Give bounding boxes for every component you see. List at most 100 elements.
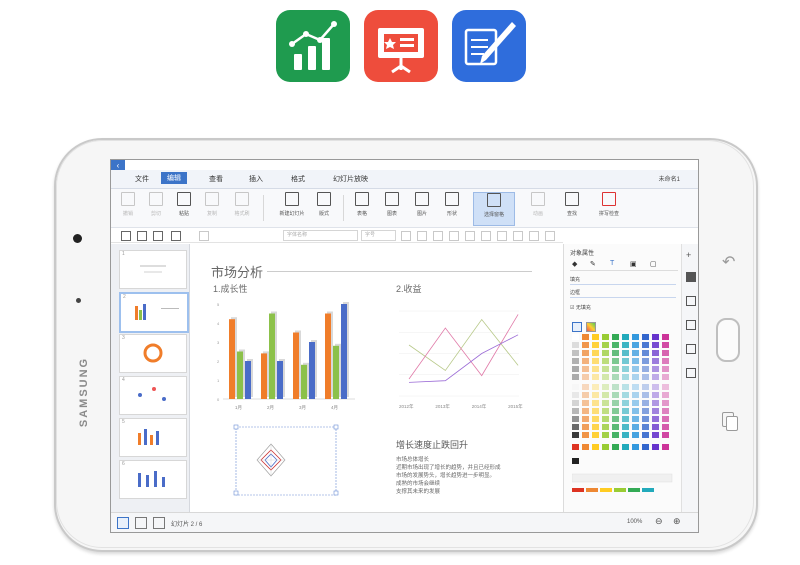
color-swatch [572,400,579,406]
menu-format[interactable]: 格式 [291,176,305,183]
color-swatch [652,424,659,430]
slide-number: 2 [123,294,126,300]
format-painter-button[interactable]: 格式刷 [227,192,257,224]
line-tab-icon[interactable]: ✎ [590,261,596,268]
font-shrink-icon[interactable] [417,231,427,241]
line-dropdown[interactable]: 边框 [570,289,676,298]
picture-button[interactable]: 图片 [407,192,437,224]
spreadsheet-app-icon[interactable] [276,10,350,82]
panel-tabs: ◆ ✎ T ▣ ▢ [570,260,678,271]
bar-chart[interactable]: 0 1 2 3 4 5 1月 2月 3月 4月 [209,294,359,419]
menu-file[interactable]: 文件 [135,176,149,183]
animation-button[interactable]: 动画 [523,192,553,224]
menu-slideshow[interactable]: 幻灯片放映 [333,176,368,183]
zoom-in-icon[interactable]: ⊕ [673,516,681,526]
color-swatch [662,384,669,390]
bold-icon[interactable] [449,231,459,241]
zoom-level[interactable]: 100% [627,519,643,525]
menu-view[interactable]: 查看 [209,176,223,183]
copy-button[interactable]: 复制 [197,192,227,224]
slide-canvas[interactable]: 市场分析 1.成长性 2.收益 0 1 2 3 4 5 1月 2月 3月 4月 2012年 2013… [191,244,561,512]
home-button[interactable] [716,318,740,362]
slide-thumbnail-selected[interactable]: 2 [119,292,189,333]
text-shadow-icon[interactable] [433,231,443,241]
slide-thumbnail[interactable]: 4 [119,376,187,415]
layout-button[interactable]: 版式 [309,192,339,224]
print-icon[interactable] [171,231,181,241]
font-size-combo[interactable]: 字号 [361,230,396,241]
color-swatch [572,374,579,380]
standard-colors-tab[interactable] [572,322,582,332]
line-chart[interactable]: 2012年 2013年 2014年 2015年 [391,296,541,416]
normal-view-icon[interactable] [117,517,129,529]
underline-icon[interactable] [481,231,491,241]
slideshow-view-icon[interactable] [153,517,165,529]
add-icon[interactable]: + [686,250,692,260]
table-button[interactable]: 表格 [347,192,377,224]
open-folder-icon[interactable] [137,231,147,241]
gradient-colors-tab[interactable] [586,322,596,332]
size-tab-icon[interactable]: ▢ [650,261,657,268]
color-swatch [632,334,639,340]
fill-dropdown[interactable]: 填充 [570,276,676,285]
slide-title[interactable]: 市场分析 [211,265,264,280]
no-fill-label: 无填充 [575,305,591,311]
presentation-app-icon[interactable] [364,10,438,82]
shape-button[interactable]: 形状 [437,192,467,224]
title-underline [267,271,532,272]
color-swatch [652,350,659,356]
slide-thumbnail[interactable]: 3 [119,334,187,373]
fill-tab-icon[interactable]: ◆ [572,261,578,268]
new-slide-button[interactable]: 新建幻灯片 [277,192,307,224]
body-text[interactable]: 市场总体增长 近期市场出现了增长的趋势，并且已经形成 市场的发展势头，增长趋势进… [396,456,546,496]
font-grow-icon[interactable] [401,231,411,241]
properties-icon[interactable] [686,272,696,282]
spell-check-button[interactable]: 拼写检查 [591,192,627,224]
font-color-icon[interactable] [513,231,523,241]
find-button[interactable]: 查找 [557,192,587,224]
paste-button[interactable]: 粘贴 [169,192,199,224]
no-fill-checkbox[interactable]: ☑ 无填充 [570,305,591,311]
slide-thumbnail[interactable]: 1 [119,250,187,289]
color-swatch [582,358,589,364]
y-tick-label: 1 [217,378,220,383]
slide-thumbnail[interactable]: 6 [119,460,187,499]
new-doc-icon[interactable] [121,231,131,241]
list-icon[interactable] [545,231,555,241]
zoom-out-icon[interactable]: ⊖ [655,516,663,526]
folder-panel-icon[interactable] [686,344,696,354]
list-panel-icon[interactable] [686,320,696,330]
back-button-icon[interactable]: ↶ [722,254,736,271]
cut-button[interactable]: 剪切 [141,192,171,224]
undo-button[interactable]: 撤销 [113,192,143,224]
align-icon[interactable] [497,231,507,241]
font-name-combo[interactable]: 字体名称 [283,230,358,241]
spell-check-icon [602,192,616,206]
effect-tab-icon[interactable]: ▣ [630,261,637,268]
menu-insert[interactable]: 插入 [249,176,263,183]
highlight-icon[interactable] [529,231,539,241]
text-heading[interactable]: 增长速度止跌回升 [396,440,469,450]
text-tab-icon[interactable]: T [610,260,615,267]
writer-app-icon[interactable] [452,10,526,82]
collapse-tab-icon[interactable]: ‹ [111,160,125,172]
outline-view-icon[interactable] [135,517,147,529]
save-icon[interactable] [153,231,163,241]
color-swatch [582,416,589,422]
chart-button[interactable]: 图表 [377,192,407,224]
radar-chart[interactable] [231,424,341,499]
standard-color-swatch [652,444,659,450]
picture-panel-icon[interactable] [686,296,696,306]
color-swatch [582,350,589,356]
thumbnail-preview [138,387,166,401]
color-palette[interactable] [572,334,676,494]
italic-icon[interactable] [465,231,475,241]
comment-panel-icon[interactable] [686,368,696,378]
selection-pane-button[interactable]: 选择窗格 [473,192,515,226]
brush-icon[interactable] [199,231,209,241]
slide-thumbnail[interactable]: 5 [119,418,187,457]
color-swatch [612,432,619,438]
color-swatch [652,432,659,438]
menu-edit[interactable]: 编辑 [161,172,187,184]
ribbon-toolbar: 撤销 剪切 粘贴 复制 格式刷 新建幻灯片 版式 表格 图表 图片 形状 选择窗… [111,189,698,228]
